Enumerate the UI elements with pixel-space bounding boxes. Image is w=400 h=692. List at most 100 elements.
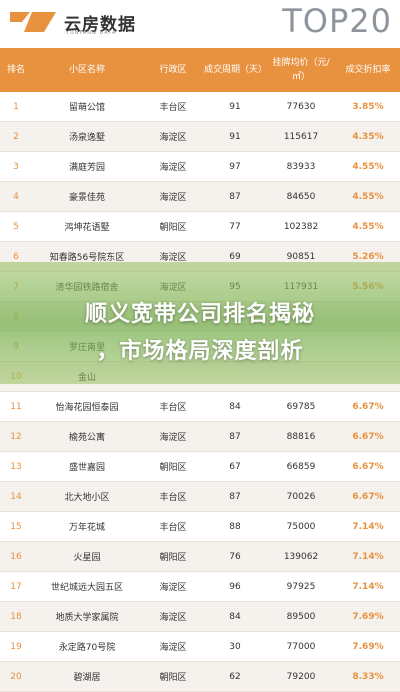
cell-rank: 2	[0, 121, 32, 152]
cell-price: 79200	[266, 661, 336, 692]
cell-district: 海淀区	[142, 571, 204, 602]
cell-district: 丰台区	[142, 92, 204, 122]
header: 云房数据 YUNFANG DATA TOP20	[0, 0, 400, 44]
table-row: 17 世纪城远大园五区 海淀区 96 97925 7.14%	[0, 571, 400, 602]
cell-name: 世纪城远大园五区	[32, 571, 142, 602]
banner-title-line-2: ，市场格局深度剖析	[96, 339, 304, 364]
table-row: 1 留萌公馆 丰台区 91 77630 3.85%	[0, 92, 400, 122]
cell-district: 海淀区	[142, 421, 204, 452]
table-row: 2 汤泉逸墅 海淀区 91 115617 4.35%	[0, 121, 400, 152]
table-row: 20 碧湖居 朝阳区 62 79200 8.33%	[0, 661, 400, 692]
cell-district: 海淀区	[142, 121, 204, 152]
banner-title-line-1: 顺义宽带公司排名揭秘	[84, 302, 315, 327]
cell-rank: 16	[0, 541, 32, 572]
cell-district: 海淀区	[142, 151, 204, 182]
cell-cycle: 91	[204, 121, 266, 152]
cell-price: 115617	[266, 121, 336, 152]
cell-district: 朝阳区	[142, 451, 204, 482]
table-row: 4 豪景佳苑 海淀区 87 84650 4.55%	[0, 181, 400, 212]
cell-price: 69785	[266, 391, 336, 422]
cell-price: 75000	[266, 511, 336, 542]
cell-price: 102382	[266, 211, 336, 242]
column-header-name: 小区名称	[32, 48, 142, 92]
cell-price: 89500	[266, 601, 336, 632]
cell-rate: 8.33%	[336, 661, 400, 692]
cell-district: 朝阳区	[142, 661, 204, 692]
cell-district: 朝阳区	[142, 541, 204, 572]
cell-name: 豪景佳苑	[32, 181, 142, 212]
cell-cycle: 87	[204, 181, 266, 212]
cell-name: 永定路70号院	[32, 631, 142, 662]
cell-rate: 7.14%	[336, 571, 400, 602]
cell-rank: 15	[0, 511, 32, 542]
cell-rank: 13	[0, 451, 32, 482]
cell-name: 鸿坤花语墅	[32, 211, 142, 242]
cell-rate: 7.14%	[336, 541, 400, 572]
table-row: 11 怡海花园恒泰园 丰台区 84 69785 6.67%	[0, 391, 400, 422]
cell-price: 70026	[266, 481, 336, 512]
cell-rank: 18	[0, 601, 32, 632]
cell-rate: 6.67%	[336, 451, 400, 482]
table-row: 15 万年花城 丰台区 88 75000 7.14%	[0, 511, 400, 542]
table-row: 13 盛世嘉园 朝阳区 67 66859 6.67%	[0, 451, 400, 482]
cell-rank: 1	[0, 92, 32, 122]
cell-cycle: 77	[204, 211, 266, 242]
cell-rank: 11	[0, 391, 32, 422]
cell-cycle: 87	[204, 481, 266, 512]
table-row: 14 北大地小区 丰台区 87 70026 6.67%	[0, 481, 400, 512]
cell-name: 汤泉逸墅	[32, 121, 142, 152]
cell-price: 97925	[266, 571, 336, 602]
cell-rank: 20	[0, 661, 32, 692]
cell-name: 北大地小区	[32, 481, 142, 512]
cell-name: 留萌公馆	[32, 92, 142, 122]
column-header-cycle: 成交周期（天）	[204, 48, 267, 92]
logo-icon	[10, 12, 56, 32]
cell-rank: 4	[0, 181, 32, 212]
table-header-row: 排名 小区名称 行政区 成交周期（天） 挂牌均价（元/㎡） 成交折扣率	[0, 48, 400, 92]
cell-cycle: 62	[204, 661, 266, 692]
cell-price: 84650	[266, 181, 336, 212]
column-header-price: 挂牌均价（元/㎡）	[266, 48, 336, 92]
cell-cycle: 91	[204, 92, 266, 122]
cell-rate: 6.67%	[336, 421, 400, 452]
cell-name: 榆苑公寓	[32, 421, 142, 452]
cell-district: 丰台区	[142, 481, 204, 512]
cell-rate: 4.55%	[336, 211, 400, 242]
cell-name: 火星园	[32, 541, 142, 572]
cell-district: 海淀区	[142, 601, 204, 632]
table-row: 5 鸿坤花语墅 朝阳区 77 102382 4.55%	[0, 211, 400, 242]
cell-district: 丰台区	[142, 511, 204, 542]
cell-cycle: 84	[204, 601, 266, 632]
cell-price: 88816	[266, 421, 336, 452]
cell-rate: 4.35%	[336, 121, 400, 152]
column-header-district: 行政区	[142, 48, 204, 92]
cell-cycle: 76	[204, 541, 266, 572]
cell-district: 朝阳区	[142, 211, 204, 242]
column-header-rank: 排名	[0, 48, 32, 92]
cell-rank: 14	[0, 481, 32, 512]
cell-rate: 4.55%	[336, 181, 400, 212]
cell-cycle: 67	[204, 451, 266, 482]
cell-price: 83933	[266, 151, 336, 182]
table-row: 18 地质大学家属院 海淀区 84 89500 7.69%	[0, 601, 400, 632]
cell-price: 77630	[266, 92, 336, 122]
table-body: 1 留萌公馆 丰台区 91 77630 3.85% 2 汤泉逸墅 海淀区 91 115617 4.35…	[0, 92, 400, 692]
cell-cycle: 30	[204, 631, 266, 662]
cell-district: 丰台区	[142, 391, 204, 422]
cell-rate: 7.69%	[336, 601, 400, 632]
cell-cycle: 87	[204, 421, 266, 452]
cell-rate: 7.14%	[336, 511, 400, 542]
cell-rank: 3	[0, 151, 32, 182]
cell-rank: 12	[0, 421, 32, 452]
table-row: 12 榆苑公寓 海淀区 87 88816 6.67%	[0, 421, 400, 452]
cell-rate: 4.55%	[336, 151, 400, 182]
cell-rate: 7.69%	[336, 631, 400, 662]
top20-title: TOP20	[282, 2, 392, 40]
cell-name: 碧湖居	[32, 661, 142, 692]
cell-district: 海淀区	[142, 631, 204, 662]
cell-cycle: 97	[204, 151, 266, 182]
cell-name: 地质大学家属院	[32, 601, 142, 632]
cell-district: 海淀区	[142, 181, 204, 212]
cell-price: 66859	[266, 451, 336, 482]
logo-text: 云房数据	[64, 15, 136, 35]
